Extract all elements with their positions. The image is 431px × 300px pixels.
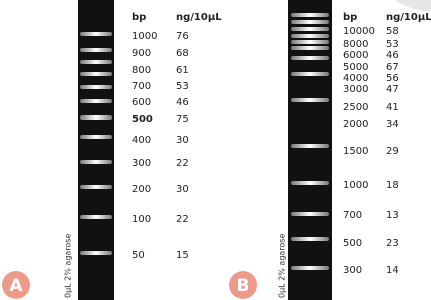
- bp-size: 300: [343, 265, 362, 276]
- dna-mass: 22: [176, 214, 189, 225]
- dna-mass: 29: [386, 146, 399, 157]
- dna-mass: 30: [176, 135, 189, 146]
- bp-size: 8000: [343, 39, 368, 50]
- dna-mass: 46: [386, 50, 399, 61]
- bp-size: 300: [132, 158, 151, 169]
- dna-mass: 41: [386, 102, 399, 113]
- dna-mass: 46: [176, 97, 189, 108]
- dna-band: [291, 144, 329, 148]
- bp-size: 1500: [343, 146, 368, 157]
- gel-lane: [288, 0, 332, 300]
- dna-band: [291, 13, 329, 17]
- dna-band: [291, 34, 329, 38]
- bp-size: 400: [132, 135, 151, 146]
- dna-band: [291, 237, 329, 241]
- dna-mass: 68: [176, 48, 189, 59]
- dna-band: [80, 115, 112, 120]
- dna-mass: 61: [176, 65, 189, 76]
- dna-mass: 53: [176, 81, 189, 92]
- dna-mass: 23: [386, 238, 399, 249]
- bp-size: 100: [132, 214, 151, 225]
- dna-band: [291, 56, 329, 60]
- dna-mass: 58: [386, 26, 399, 37]
- dna-band: [80, 32, 112, 36]
- gel-label: 0µL 2% agarose: [278, 234, 287, 298]
- column-header: bp: [343, 12, 357, 23]
- bp-size: 5000: [343, 62, 368, 73]
- bp-size: 1000: [343, 180, 368, 191]
- bp-size: 50: [132, 250, 145, 261]
- dna-mass: 75: [176, 114, 189, 125]
- bp-size: 500: [343, 238, 362, 249]
- dna-band: [291, 20, 329, 24]
- dna-band: [80, 48, 112, 52]
- dna-band: [291, 266, 329, 270]
- dna-band: [80, 99, 112, 103]
- dna-band: [80, 72, 112, 76]
- bp-size: 800: [132, 65, 151, 76]
- bp-size: 10000: [343, 26, 375, 37]
- bp-size: 200: [132, 184, 151, 195]
- gel-label: 0µL 2% agarose: [64, 234, 73, 298]
- corner-decoration: [395, 0, 431, 12]
- panel-label: B: [237, 276, 250, 296]
- bp-size: 3000: [343, 84, 368, 95]
- dna-band: [291, 46, 329, 50]
- bp-size: 2500: [343, 102, 368, 113]
- dna-mass: 34: [386, 119, 399, 130]
- dna-band: [80, 160, 112, 164]
- dna-band: [80, 185, 112, 189]
- dna-mass: 56: [386, 73, 399, 84]
- dna-mass: 13: [386, 210, 399, 221]
- bp-size: 6000: [343, 50, 368, 61]
- column-header: ng/10µL: [176, 12, 222, 23]
- bp-size: 2000: [343, 119, 368, 130]
- bp-size: 1000: [132, 31, 157, 42]
- dna-mass: 30: [176, 184, 189, 195]
- panel-label: A: [9, 276, 23, 296]
- dna-band: [291, 72, 329, 76]
- bp-size: 4000: [343, 73, 368, 84]
- dna-band: [80, 85, 112, 89]
- column-header: bp: [132, 12, 146, 23]
- dna-band: [291, 27, 329, 31]
- dna-band: [291, 181, 329, 185]
- dna-band: [80, 251, 112, 255]
- dna-band: [291, 212, 329, 216]
- dna-band: [80, 135, 112, 139]
- dna-mass: 18: [386, 180, 399, 191]
- dna-band: [80, 60, 112, 64]
- bp-size: 900: [132, 48, 151, 59]
- bp-size: 500: [132, 114, 153, 125]
- dna-mass: 76: [176, 31, 189, 42]
- column-header: ng/10µL: [386, 12, 431, 23]
- dna-mass: 67: [386, 62, 399, 73]
- bp-size: 700: [343, 210, 362, 221]
- dna-band: [80, 215, 112, 219]
- dna-mass: 15: [176, 250, 189, 261]
- dna-mass: 53: [386, 39, 399, 50]
- dna-mass: 47: [386, 84, 399, 95]
- bp-size: 600: [132, 97, 151, 108]
- dna-band: [291, 40, 329, 44]
- dna-mass: 14: [386, 265, 399, 276]
- figure: A B 0µL 2% agarose 0µL 2% agarose bp ng/1…: [0, 0, 431, 300]
- bp-size: 700: [132, 81, 151, 92]
- dna-mass: 22: [176, 158, 189, 169]
- dna-band: [291, 98, 329, 102]
